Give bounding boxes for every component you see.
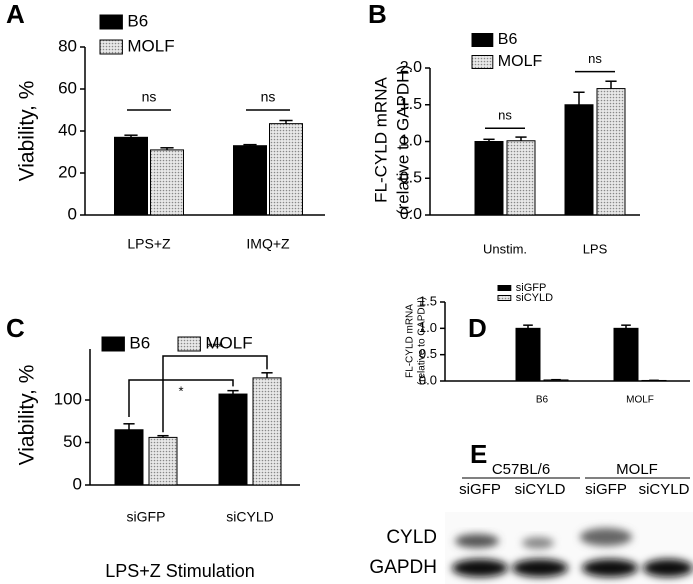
legend-label: siGFP <box>516 282 547 294</box>
x-tick-label: LPS <box>583 241 608 256</box>
y-tick-label: 1.0 <box>400 133 422 150</box>
x-tick-label: MOLF <box>626 395 654 406</box>
legend-swatch <box>177 336 201 352</box>
panel-letter: A <box>6 0 25 29</box>
y-tick-label: 100 <box>54 389 82 408</box>
y-tick-label: 50 <box>63 432 82 451</box>
y-tick-label: 20 <box>58 162 77 181</box>
y-tick-label: 0 <box>68 204 77 223</box>
x-tick-label: LPS+Z <box>127 236 171 252</box>
bar <box>641 379 667 382</box>
bar <box>596 88 626 216</box>
bar <box>506 140 536 216</box>
annotation: ns <box>261 89 276 105</box>
legend-swatch <box>471 55 494 69</box>
y-axis-label: (relative to GAPDH) <box>417 297 428 385</box>
bar <box>474 141 504 216</box>
y-tick-label: 0.5 <box>419 346 437 361</box>
x-tick-label: Unstim. <box>483 241 527 256</box>
legend-swatch <box>101 336 125 352</box>
y-tick-label: 1.0 <box>419 320 437 335</box>
blot-lane: siGFP <box>459 481 501 498</box>
bar <box>114 429 144 486</box>
y-tick-label: 80 <box>58 36 77 55</box>
legend-swatch <box>471 33 494 47</box>
legend-label: B6 <box>498 31 518 48</box>
y-axis-label: (relative to GAPDH) <box>393 65 412 215</box>
y-axis-label: Viability, % <box>16 365 39 466</box>
annotation: ns <box>142 89 157 105</box>
y-tick-label: 1.5 <box>400 96 422 113</box>
legend-swatch <box>497 295 512 301</box>
y-tick-label: 60 <box>58 78 77 97</box>
annotation: * <box>178 383 183 398</box>
bar <box>148 436 178 486</box>
panel-letter: D <box>468 313 487 343</box>
y-tick-label: 0 <box>73 474 82 493</box>
annotation: *** <box>207 339 222 354</box>
bar <box>233 145 267 216</box>
blot-group: C57BL/6 <box>492 461 550 478</box>
blot-row: GAPDH <box>369 557 437 578</box>
annotation: ns <box>588 51 602 66</box>
y-axis-label: Viability, % <box>16 81 39 182</box>
y-tick-label: 1.5 <box>419 293 437 308</box>
legend-label: MOLF <box>127 36 174 55</box>
x-tick-label: siCYLD <box>226 509 273 525</box>
blot-lane: siGFP <box>585 481 627 498</box>
panel-letter: B <box>368 0 387 29</box>
blot-lane: siCYLD <box>515 481 566 498</box>
blot-group: MOLF <box>616 461 658 478</box>
bar <box>114 136 148 216</box>
y-tick-label: 0.0 <box>400 206 422 223</box>
y-axis-label: FL-CYLD mRNA <box>371 77 390 203</box>
x-tick-label: siGFP <box>127 509 166 525</box>
bar <box>150 149 184 216</box>
bar <box>613 327 639 382</box>
significance-bracket <box>162 355 268 433</box>
panel-letter: C <box>6 313 25 343</box>
panel-letter: E <box>470 439 487 469</box>
legend-swatch <box>99 39 123 55</box>
legend-swatch <box>99 14 123 30</box>
bar <box>543 379 569 382</box>
bar <box>269 123 303 216</box>
annotation: ns <box>498 108 512 123</box>
y-axis-label: FL-CYLD mRNA <box>405 304 416 378</box>
bar <box>564 104 594 216</box>
legend-label: siCYLD <box>516 292 553 304</box>
x-axis-label: LPS+Z Stimulation <box>105 561 255 581</box>
legend-label: B6 <box>129 333 150 352</box>
legend-label: MOLF <box>498 53 543 70</box>
legend-label: MOLF <box>205 333 252 352</box>
legend-swatch <box>497 285 512 291</box>
y-tick-label: 40 <box>58 120 77 139</box>
bar <box>218 393 248 486</box>
y-tick-label: 0.0 <box>419 372 437 387</box>
legend-label: B6 <box>127 11 148 30</box>
blot-bands <box>445 477 693 584</box>
bar <box>252 377 282 486</box>
blot-row: CYLD <box>386 527 437 548</box>
x-tick-label: IMQ+Z <box>246 236 290 252</box>
y-tick-label: 2.0 <box>400 59 422 76</box>
bar <box>515 327 541 382</box>
significance-bracket <box>128 379 234 417</box>
y-tick-label: 0.5 <box>400 169 422 186</box>
x-tick-label: B6 <box>536 395 549 406</box>
blot-lane: siCYLD <box>639 481 690 498</box>
